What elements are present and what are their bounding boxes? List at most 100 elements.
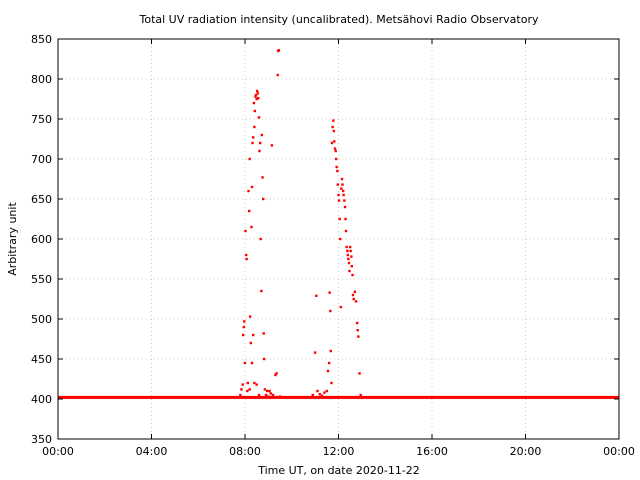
data-point [250, 225, 253, 229]
data-point [262, 357, 266, 361]
data-point [358, 372, 361, 375]
y-tick-label: 450 [31, 353, 52, 366]
data-point [338, 237, 342, 241]
data-point [267, 395, 270, 398]
data-point [268, 389, 271, 393]
data-point [330, 141, 334, 145]
x-tick-label: 00:00 [603, 445, 635, 458]
data-point [245, 257, 248, 261]
y-tick-label: 550 [31, 273, 52, 286]
data-point [255, 383, 258, 386]
data-point [356, 329, 359, 332]
data-point [251, 141, 254, 145]
y-tick-label: 700 [31, 153, 52, 166]
data-point [344, 217, 347, 221]
data-point [257, 393, 261, 397]
data-point [346, 253, 350, 257]
data-point [337, 199, 341, 202]
data-point [351, 273, 354, 277]
data-point [248, 157, 251, 161]
data-point [243, 320, 246, 323]
data-point [323, 391, 326, 394]
data-point [341, 183, 344, 186]
y-tick-label: 500 [31, 313, 52, 326]
data-point [331, 125, 334, 129]
data-point [340, 187, 343, 190]
x-axis: 00:00 04:00 08:00 12:00 16:00 20:00 00:00 [42, 39, 635, 458]
data-point [274, 373, 277, 377]
data-point [241, 333, 245, 337]
data-point [241, 383, 244, 386]
data-point [339, 305, 343, 309]
data-point [343, 199, 346, 202]
data-point [344, 229, 348, 233]
data-point [253, 109, 257, 113]
data-point [270, 144, 274, 147]
data-point [346, 249, 349, 253]
data-point [262, 332, 265, 335]
data-point [248, 315, 252, 318]
data-point [332, 129, 336, 133]
data-point [253, 381, 256, 385]
y-tick-label: 650 [31, 193, 52, 206]
data-point [350, 265, 354, 268]
data-point [328, 291, 331, 294]
data-point [334, 157, 338, 161]
data-point [277, 49, 281, 52]
data-point [269, 392, 272, 395]
data-point [343, 205, 347, 209]
data-point [357, 335, 360, 338]
data-point [316, 389, 319, 393]
data-point [352, 297, 355, 301]
data-point [320, 394, 324, 397]
data-point [351, 293, 355, 297]
data-point [242, 325, 246, 329]
data-point [249, 341, 253, 345]
data-point [261, 176, 264, 179]
data-point [334, 149, 337, 153]
y-axis: 350 400 450 500 550 600 650 700 750 800 850 [31, 33, 619, 446]
data-point [260, 133, 264, 137]
data-point [311, 393, 314, 397]
data-point [315, 294, 318, 297]
data-point [318, 393, 321, 396]
data-point [253, 125, 256, 129]
x-tick-label: 00:00 [42, 445, 74, 458]
data-point [259, 237, 262, 241]
data-point [278, 395, 282, 398]
data-point [349, 249, 352, 253]
data-point [260, 289, 263, 293]
data-point [247, 189, 250, 193]
data-point [360, 396, 364, 399]
data-point [329, 349, 332, 353]
data-point [264, 393, 268, 397]
data-point [336, 183, 339, 186]
y-tick-label: 400 [31, 393, 52, 406]
data-point [252, 101, 256, 105]
data-point [354, 300, 358, 303]
data-point [266, 389, 269, 393]
data-point [348, 269, 351, 273]
x-axis-title: Time UT, on date 2020-11-22 [257, 464, 420, 477]
data-point [240, 388, 243, 391]
data-point [250, 185, 254, 189]
data-point [345, 245, 348, 249]
data-point [313, 351, 317, 354]
data-point [254, 93, 258, 97]
y-axis-title: Arbitrary unit [6, 202, 19, 276]
data-point [255, 89, 259, 93]
baseline-points [58, 395, 619, 399]
data-point [258, 149, 261, 153]
x-tick-label: 16:00 [416, 445, 448, 458]
data-point [246, 389, 249, 393]
y-tick-label: 850 [31, 33, 52, 46]
y-tick-label: 800 [31, 73, 52, 86]
data-point [276, 73, 279, 77]
x-tick-label: 12:00 [323, 445, 355, 458]
data-point [359, 393, 362, 397]
data-point [255, 97, 258, 101]
data-point [250, 361, 254, 365]
y-tick-label: 350 [31, 433, 52, 446]
